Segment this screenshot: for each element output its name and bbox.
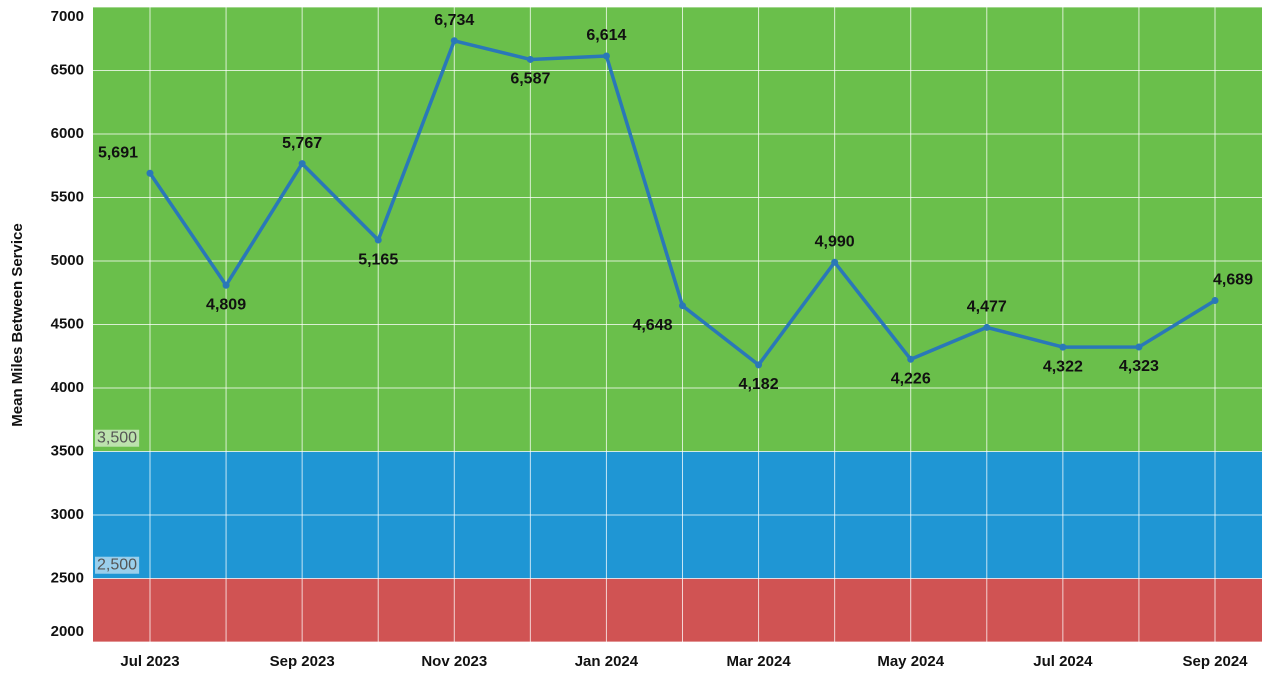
data-label: 6,614 — [586, 27, 626, 44]
y-tick-label: 3000 — [51, 506, 84, 523]
data-point — [1135, 343, 1143, 351]
data-label: 4,226 — [891, 371, 931, 388]
y-tick-label: 4000 — [51, 379, 84, 396]
threshold-label: 2,500 — [97, 557, 137, 574]
x-tick-label: Sep 2024 — [1182, 653, 1248, 670]
y-tick-label: 6000 — [51, 125, 84, 142]
y-tick-label: 3500 — [51, 442, 84, 459]
data-point — [146, 169, 154, 177]
data-point — [907, 355, 915, 363]
data-point — [298, 160, 306, 168]
data-point — [374, 236, 382, 244]
threshold-band — [93, 578, 1262, 642]
data-point — [755, 361, 763, 369]
y-axis-title: Mean Miles Between Service — [9, 223, 26, 426]
data-label: 5,767 — [282, 135, 322, 152]
threshold-label-bg — [95, 556, 140, 574]
data-point — [1059, 343, 1067, 351]
data-label: 4,990 — [815, 233, 855, 250]
x-tick-label: Jul 2024 — [1033, 653, 1093, 670]
data-point — [526, 55, 534, 63]
x-tick-label: May 2024 — [877, 653, 944, 670]
data-point — [450, 37, 458, 45]
data-label: 4,182 — [739, 376, 779, 393]
data-point — [222, 281, 230, 289]
data-label: 4,809 — [206, 296, 246, 313]
data-label: 4,323 — [1119, 358, 1159, 375]
data-point — [602, 52, 610, 60]
data-point — [831, 258, 839, 266]
data-label: 6,734 — [434, 12, 474, 29]
x-tick-label: Mar 2024 — [726, 653, 791, 670]
y-tick-label: 2000 — [51, 623, 84, 640]
data-label: 6,587 — [510, 71, 550, 88]
threshold-label: 3,500 — [97, 430, 137, 447]
data-label: 4,689 — [1213, 272, 1253, 289]
data-point — [679, 302, 686, 310]
data-label: 4,648 — [632, 317, 672, 334]
data-point — [983, 323, 991, 331]
threshold-band — [93, 7, 1262, 452]
x-tick-label: Jan 2024 — [575, 653, 639, 670]
data-label: 5,691 — [98, 144, 138, 161]
y-tick-label: 2500 — [51, 569, 84, 586]
data-point — [1211, 296, 1219, 304]
x-tick-label: Sep 2023 — [270, 653, 335, 670]
x-tick-label: Jul 2023 — [120, 653, 179, 670]
data-label: 4,477 — [967, 299, 1007, 316]
y-tick-label: 4500 — [51, 315, 84, 332]
threshold-label-bg — [95, 429, 140, 447]
y-tick-label: 6500 — [51, 61, 84, 78]
data-label: 4,322 — [1043, 358, 1083, 375]
x-tick-label: Nov 2023 — [421, 653, 487, 670]
y-tick-label: 5500 — [51, 188, 84, 205]
data-label: 5,165 — [358, 251, 398, 268]
y-tick-label: 7000 — [51, 8, 84, 25]
y-tick-label: 5000 — [51, 252, 84, 269]
